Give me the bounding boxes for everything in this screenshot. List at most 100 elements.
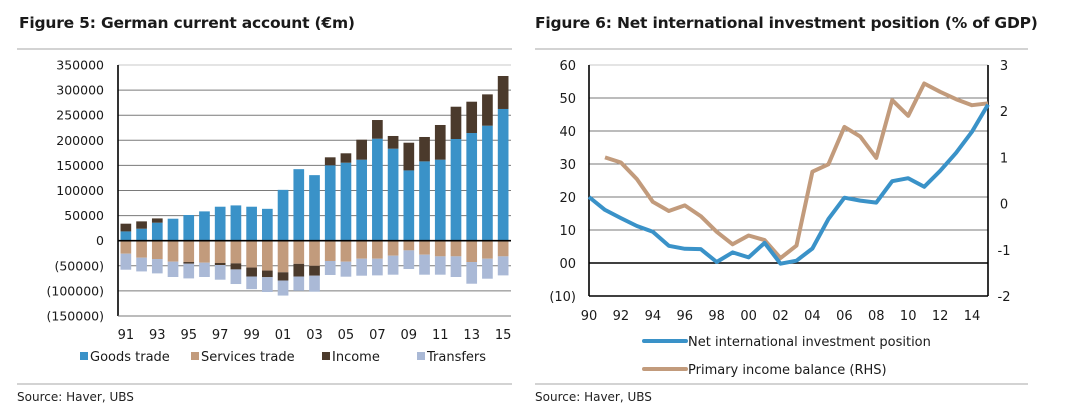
bar-goods-trade (151, 222, 163, 241)
x-tick-label: 95 (180, 328, 197, 343)
series-line-primary-income (604, 81, 989, 261)
figure-6-title: Figure 6: Net international investment p… (535, 14, 1038, 32)
bar-income (261, 270, 273, 278)
bar-goods-trade (136, 228, 147, 241)
x-tick-label: 96 (676, 309, 693, 324)
legend-label: Primary income balance (RHS) (688, 363, 887, 378)
legend-label: Services trade (201, 350, 295, 365)
german-current-account-chart: 350000 300000 250000 200000 150000 100000 5000… (47, 58, 512, 366)
y2-tick-label: 0 (1000, 198, 1008, 213)
bar-transfers (434, 256, 446, 275)
source-note: Source: Haver, UBS (17, 390, 134, 404)
bar-transfers (372, 258, 383, 276)
bar-transfers (466, 262, 478, 284)
bar-transfers (277, 280, 289, 296)
x-tick-label: 13 (463, 328, 480, 343)
source-divider (17, 383, 512, 385)
bar-goods-trade (120, 231, 132, 241)
bar-goods-trade (183, 214, 195, 241)
bar-transfers (230, 269, 242, 285)
bar-transfers (261, 277, 273, 293)
y2-tick-label: 1 (1000, 151, 1008, 166)
bar-services-trade (403, 240, 415, 251)
x-tick-label: 98 (708, 309, 725, 324)
bar-income (356, 139, 368, 160)
bar-income (246, 267, 257, 277)
bar-services-trade (230, 240, 242, 264)
bar-services-trade (324, 240, 336, 261)
figure-5-title: Figure 5: German current account (€m) (19, 14, 355, 32)
bar-services-trade (419, 240, 430, 255)
x-tick-label: 15 (495, 328, 512, 343)
bar-transfers (120, 253, 132, 270)
legend-label: Income (332, 350, 380, 365)
bar-transfers (136, 257, 147, 272)
bar-goods-trade (497, 108, 509, 241)
x-tick-label: 07 (369, 328, 386, 343)
x-tick-label: 00 (740, 309, 757, 324)
bar-income (450, 106, 462, 139)
bar-services-trade (261, 240, 273, 271)
title-divider (17, 48, 512, 50)
x-tick-label: 04 (804, 309, 821, 324)
legend-label: Goods trade (90, 350, 170, 365)
bar-services-trade (246, 240, 257, 268)
y-tick-label: 20 (559, 191, 576, 206)
bar-services-trade (167, 240, 179, 262)
bar-services-trade (497, 240, 509, 257)
x-tick-label: 12 (932, 309, 949, 324)
bar-goods-trade (419, 161, 430, 241)
bar-income (214, 262, 226, 265)
bar-services-trade (136, 240, 147, 258)
y-tick-label: 10 (559, 224, 576, 239)
bar-income (340, 153, 352, 163)
legend-swatch (417, 352, 425, 360)
y2-tick-label: -2 (998, 290, 1011, 305)
bar-goods-trade (466, 133, 478, 241)
y-tick-label: 150000 (56, 158, 104, 173)
y-tick-label: 40 (559, 125, 576, 140)
source-divider (535, 383, 1028, 385)
x-tick-label: 97 (212, 328, 229, 343)
bar-income (230, 263, 242, 270)
y2-tick-label: -1 (998, 244, 1011, 259)
bar-transfers (482, 258, 493, 279)
title-divider (535, 48, 1028, 50)
bar-goods-trade (356, 159, 368, 241)
bar-services-trade (214, 240, 226, 263)
bar-goods-trade (340, 162, 352, 241)
bar-income (387, 135, 399, 149)
bar-goods-trade (261, 208, 273, 241)
bar-goods-trade (372, 138, 383, 241)
x-tick-label: 90 (581, 309, 598, 324)
bar-goods-trade (199, 211, 210, 241)
bar-transfers (151, 259, 163, 274)
y-tick-label: 00 (559, 257, 576, 272)
y-tick-label: 300000 (56, 83, 104, 98)
y-tick-label: (50000) (54, 258, 104, 273)
bar-income (324, 157, 336, 166)
bar-goods-trade (246, 206, 257, 241)
bar-income (183, 262, 195, 264)
bar-goods-trade (230, 205, 242, 241)
x-tick-label: 08 (868, 309, 885, 324)
bar-goods-trade (214, 206, 226, 241)
x-tick-label: 06 (836, 309, 853, 324)
bar-services-trade (199, 240, 210, 263)
bar-services-trade (356, 240, 368, 259)
bar-services-trade (151, 240, 163, 260)
bar-goods-trade (450, 138, 462, 241)
y-tick-label: 60 (559, 59, 576, 74)
bar-income (120, 223, 132, 232)
bar-income (372, 120, 383, 139)
bar-services-trade (450, 240, 462, 257)
bar-transfers (356, 258, 368, 276)
x-tick-label: 01 (275, 328, 292, 343)
bar-income (403, 142, 415, 171)
x-tick-label: 93 (149, 328, 166, 343)
legend-swatch (191, 352, 199, 360)
y-tick-label: 50 (559, 92, 576, 107)
bar-transfers (246, 276, 257, 290)
bar-transfers (340, 261, 352, 277)
